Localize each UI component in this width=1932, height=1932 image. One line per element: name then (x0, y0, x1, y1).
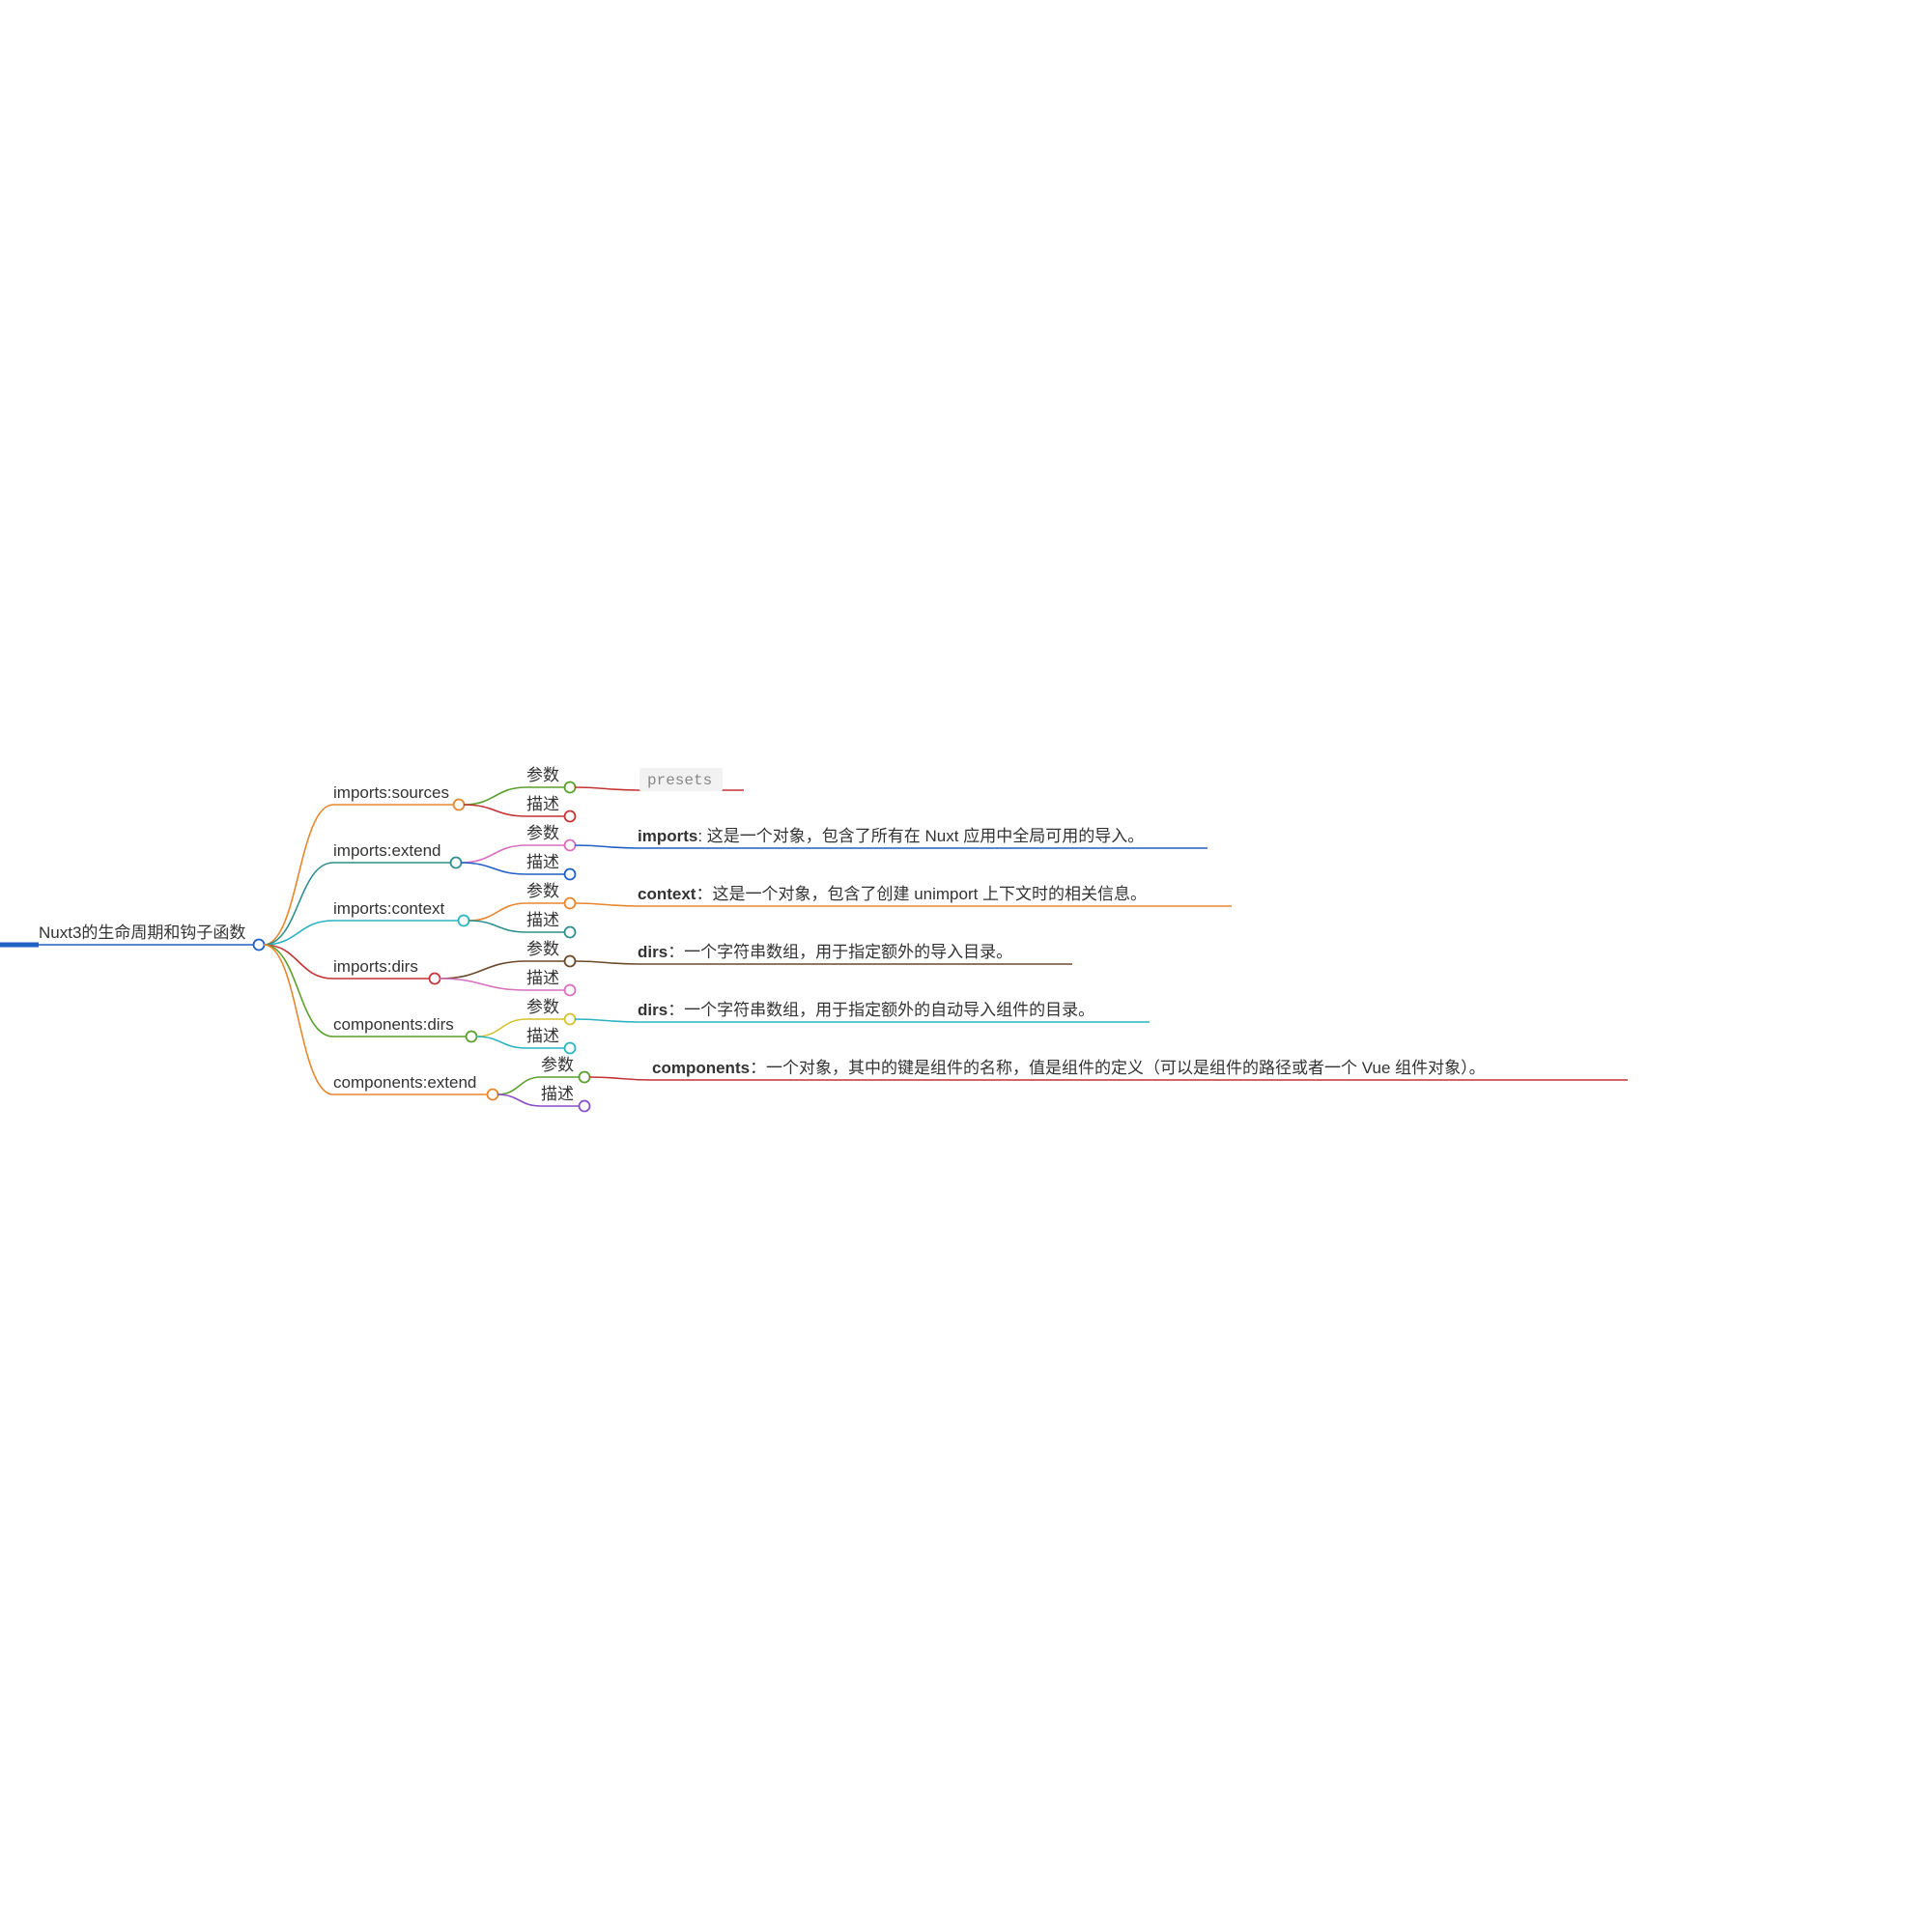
child-label: 参数 (526, 766, 559, 784)
child-label: 描述 (526, 1027, 559, 1045)
child-label: 参数 (526, 940, 559, 958)
root-label: Nuxt3的生命周期和钩子函数 (39, 923, 245, 942)
leaf-text: imports: 这是一个对象，包含了所有在 Nuxt 应用中全局可用的导入。 (638, 827, 1144, 845)
child-label: 描述 (526, 969, 559, 987)
leaf-text: dirs：一个字符串数组，用于指定额外的自动导入组件的目录。 (638, 1001, 1094, 1019)
child-label: 参数 (541, 1056, 574, 1074)
branch-label: components:extend (333, 1073, 476, 1092)
child-label: 参数 (526, 882, 559, 900)
branch-label: components:dirs (333, 1015, 454, 1034)
mindmap-canvas: Nuxt3的生命周期和钩子函数 imports:sources 参数 presets 描… (0, 0, 1932, 1932)
leaf-text: dirs：一个字符串数组，用于指定额外的导入目录。 (638, 943, 1012, 961)
branch-label: imports:context (333, 899, 445, 918)
leaf-text: components：一个对象，其中的键是组件的名称，值是组件的定义（可以是组件… (652, 1059, 1486, 1077)
branch-label: imports:dirs (333, 957, 418, 976)
child-label: 描述 (526, 795, 559, 813)
leaf-code: presets (647, 772, 712, 789)
branch-label: imports:extend (333, 841, 441, 860)
child-label: 描述 (541, 1085, 574, 1103)
child-label: 参数 (526, 998, 559, 1016)
child-label: 描述 (526, 911, 559, 929)
child-label: 参数 (526, 824, 559, 842)
child-label: 描述 (526, 853, 559, 871)
leaf-text: context：这是一个对象，包含了创建 unimport 上下文时的相关信息。 (638, 885, 1147, 903)
branch-label: imports:sources (333, 783, 449, 802)
